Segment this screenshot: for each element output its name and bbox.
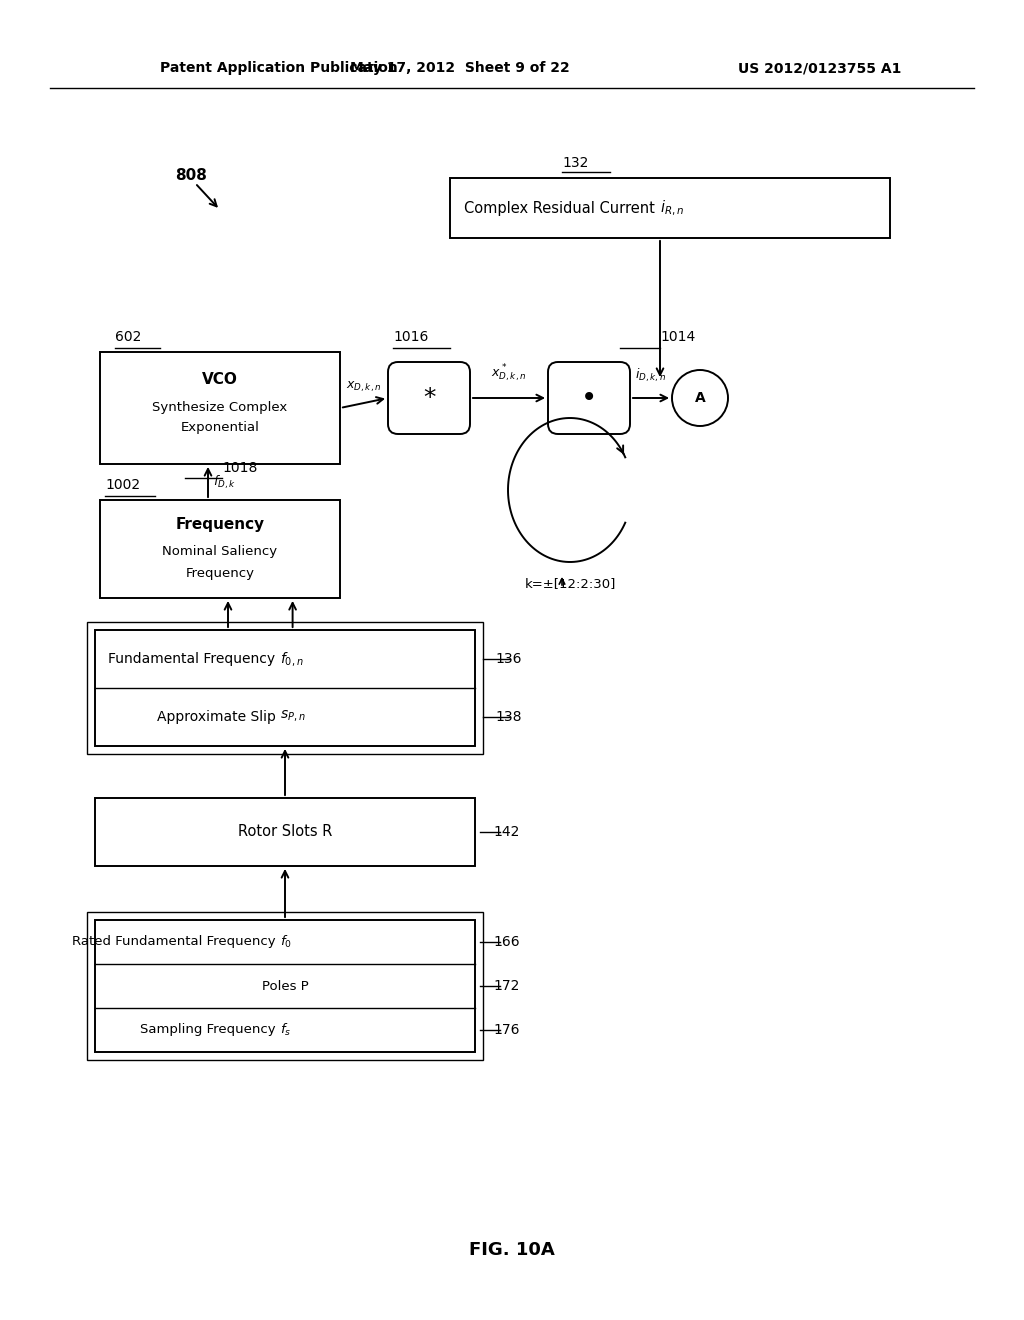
Text: 136: 136: [495, 652, 521, 667]
Bar: [95, 630, 475, 746]
Text: Rated Fundamental Frequency: Rated Fundamental Frequency: [72, 936, 280, 949]
Bar: [95, 799, 475, 866]
Text: $f_s$: $f_s$: [280, 1022, 291, 1038]
Text: Poles P: Poles P: [261, 979, 308, 993]
Text: Complex Residual Current: Complex Residual Current: [465, 201, 660, 215]
Text: Patent Application Publication: Patent Application Publication: [160, 61, 397, 75]
Bar: [87, 912, 483, 1060]
Text: 1002: 1002: [105, 478, 140, 492]
Text: A: A: [694, 391, 706, 405]
Text: $x_{D,k,n}^*$: $x_{D,k,n}^*$: [492, 363, 526, 384]
Text: Frequency: Frequency: [185, 566, 255, 579]
Text: 138: 138: [495, 710, 521, 723]
Text: •: •: [581, 384, 597, 412]
Text: VCO: VCO: [202, 372, 238, 388]
Text: $f_0$: $f_0$: [280, 935, 292, 950]
Text: 1016: 1016: [393, 330, 428, 345]
Bar: [95, 920, 475, 1052]
Text: Sampling Frequency: Sampling Frequency: [140, 1023, 280, 1036]
Text: 1018: 1018: [222, 461, 257, 475]
Bar: [450, 178, 890, 238]
Text: k=±[12:2:30]: k=±[12:2:30]: [524, 578, 615, 590]
Text: $s_{P,n}$: $s_{P,n}$: [280, 710, 305, 725]
Text: 172: 172: [493, 979, 519, 993]
Text: *: *: [423, 385, 435, 411]
Text: $f_{0,n}$: $f_{0,n}$: [280, 649, 303, 668]
Bar: [100, 352, 340, 465]
Text: 142: 142: [493, 825, 519, 840]
Text: Fundamental Frequency: Fundamental Frequency: [109, 652, 280, 667]
Text: $i_{R,n}$: $i_{R,n}$: [660, 198, 684, 218]
Text: 602: 602: [115, 330, 141, 345]
Text: $i_{D,k,n}$: $i_{D,k,n}$: [636, 367, 667, 384]
Text: $f_{D,k}$: $f_{D,k}$: [213, 474, 236, 491]
Circle shape: [672, 370, 728, 426]
Text: May 17, 2012  Sheet 9 of 22: May 17, 2012 Sheet 9 of 22: [350, 61, 570, 75]
Text: Nominal Saliency: Nominal Saliency: [163, 545, 278, 558]
FancyBboxPatch shape: [548, 362, 630, 434]
Text: 132: 132: [562, 156, 589, 170]
Text: 1014: 1014: [660, 330, 695, 345]
Text: Approximate Slip: Approximate Slip: [157, 710, 280, 723]
FancyBboxPatch shape: [388, 362, 470, 434]
Text: 808: 808: [175, 168, 207, 182]
Text: 166: 166: [493, 935, 519, 949]
Text: Exponential: Exponential: [180, 421, 259, 434]
Text: FIG. 10A: FIG. 10A: [469, 1241, 555, 1259]
Bar: [87, 622, 483, 754]
Text: US 2012/0123755 A1: US 2012/0123755 A1: [738, 61, 902, 75]
Text: Synthesize Complex: Synthesize Complex: [153, 400, 288, 413]
Text: Frequency: Frequency: [175, 516, 264, 532]
Text: $x_{D,k,n}$: $x_{D,k,n}$: [346, 380, 382, 393]
Text: Rotor Slots R: Rotor Slots R: [238, 825, 332, 840]
Bar: [100, 500, 340, 598]
Text: 176: 176: [493, 1023, 519, 1038]
